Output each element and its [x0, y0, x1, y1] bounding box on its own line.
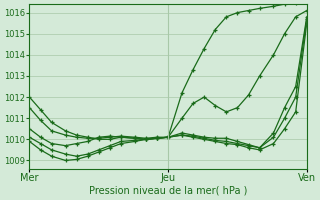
X-axis label: Pression niveau de la mer( hPa ): Pression niveau de la mer( hPa ): [89, 186, 247, 196]
